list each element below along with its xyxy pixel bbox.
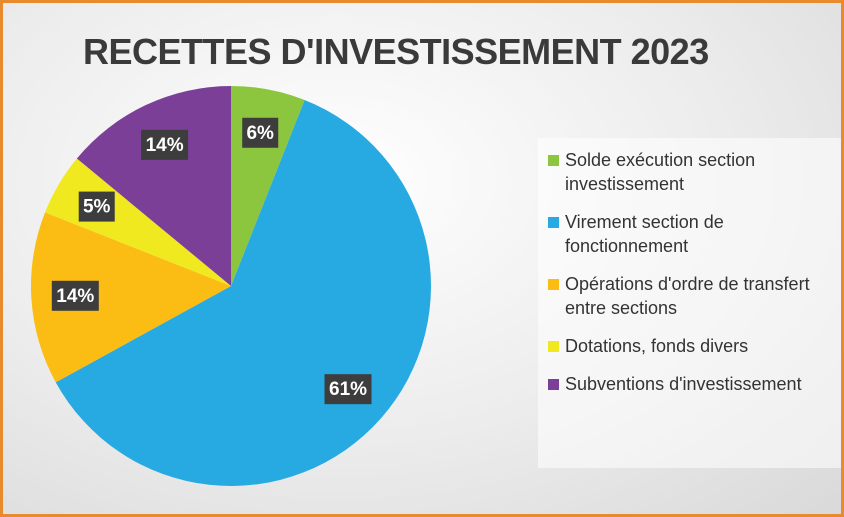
legend-swatch (548, 217, 559, 228)
data-label: 14% (56, 286, 94, 307)
legend-swatch (548, 155, 559, 166)
legend: Solde exécution section investissement Vi… (538, 138, 841, 468)
legend-label: Subventions d'investissement (565, 374, 802, 394)
legend-swatch (548, 341, 559, 352)
pie-slice (31, 212, 232, 383)
data-label-box (141, 129, 189, 160)
data-label-box (242, 117, 279, 148)
legend-label: Solde exécution section investissement (565, 150, 756, 194)
pie: 6% 61% 14% 5% 14% (31, 86, 432, 486)
legend-label: Dotations, fonds divers (565, 336, 749, 356)
legend-item: Virement section de fonctionnement (548, 210, 839, 258)
legend-item: Opérations d'ordre de transfert entre se… (548, 272, 839, 320)
data-label: 61% (329, 379, 367, 400)
data-label-box (324, 374, 372, 405)
data-label: 5% (83, 197, 111, 218)
legend-item: Dotations, fonds divers (548, 334, 839, 358)
legend-item: Subventions d'investissement (548, 372, 839, 396)
pie-slice (45, 158, 231, 286)
legend-swatch (548, 279, 559, 290)
data-label-box (51, 280, 99, 311)
legend-item: Solde exécution section investissement (548, 148, 839, 196)
pie-slice (76, 86, 231, 286)
legend-label: Opérations d'ordre de transfert entre se… (565, 274, 810, 318)
chart-title: RECETTES D'INVESTISSEMENT 2023 (83, 31, 709, 72)
data-label: 6% (246, 123, 274, 144)
legend-label: Virement section de fonctionnement (565, 212, 724, 256)
legend-swatch (548, 379, 559, 390)
data-label: 14% (146, 135, 184, 156)
data-label-box (78, 191, 115, 222)
